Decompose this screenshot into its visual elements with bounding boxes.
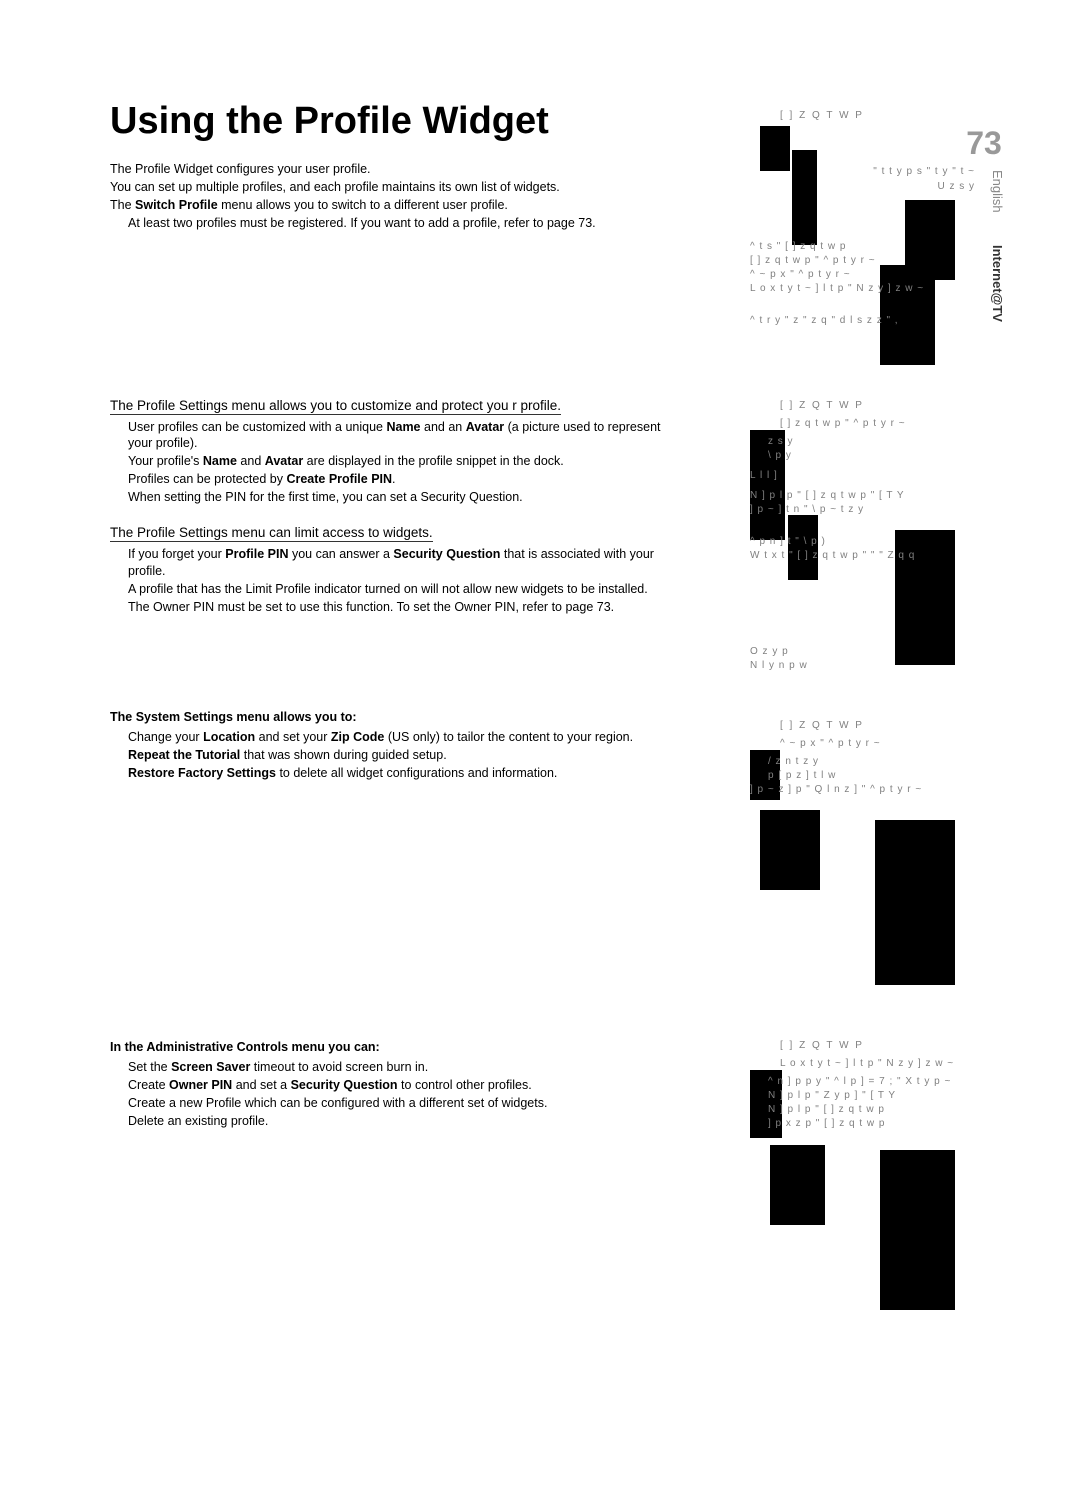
widget-text: O z y p xyxy=(750,645,808,659)
system-settings-head: The System Settings menu allows you to: xyxy=(110,710,670,724)
limit-line: A profile that has the Limit Profile ind… xyxy=(128,581,670,598)
limit-line: The Owner PIN must be set to use this fu… xyxy=(128,599,670,616)
widget-preview-2: [ ] Z Q T W P [ ] z q t w p " ^ p t y r … xyxy=(750,400,1005,690)
indent-text: At least two profiles must be registered… xyxy=(128,215,670,232)
widget-text: / z n t z y xyxy=(768,755,922,769)
admin-line: Set the Screen Saver timeout to avoid sc… xyxy=(128,1059,670,1076)
widget-text: [ ] z q t w p " ^ p t y r ~ xyxy=(750,254,924,268)
ps-line: User profiles can be customized with a u… xyxy=(128,419,670,453)
widget-text: " t t y p s " t y " t ~ xyxy=(873,165,975,179)
widget-text: [ ] z q t w p " ^ p t y r ~ xyxy=(780,417,1005,431)
widget-text: U z s y xyxy=(937,180,975,194)
system-block: Change your Location and set your Zip Co… xyxy=(110,729,670,782)
admin-block: Set the Screen Saver timeout to avoid sc… xyxy=(110,1059,670,1130)
limit-line: If you forget your Profile PIN you can a… xyxy=(128,546,670,580)
widget-text: ^ t s " [ ] z q t w p xyxy=(750,240,924,254)
admin-controls-head: In the Administrative Controls menu you … xyxy=(110,1040,670,1054)
intro-text: The Profile Widget configures your user … xyxy=(110,161,670,178)
widget-text: ^ t r y " z " z q " d l s z z " , xyxy=(750,314,924,328)
sys-line: Repeat the Tutorial that was shown durin… xyxy=(128,747,670,764)
widget-text: W t x t " [ ] z q t w p " " " Z q q xyxy=(750,549,915,563)
widget-text: ^ n ] p p y " ^ l p ] = 7 ; " X t y p ~ xyxy=(768,1075,951,1089)
widget-text: N ] p l p " Z y p ] " [ T Y xyxy=(768,1089,951,1103)
limit-access-head: The Profile Settings menu can limit acce… xyxy=(110,525,433,542)
sys-line: Restore Factory Settings to delete all w… xyxy=(128,765,670,782)
profile-settings-head: The Profile Settings menu allows you to … xyxy=(110,398,561,415)
admin-line: Delete an existing profile. xyxy=(128,1113,670,1130)
admin-line: Create Owner PIN and set a Security Ques… xyxy=(128,1077,670,1094)
widget-text: ^ p n ] t " \ p ) xyxy=(750,535,915,549)
limit-block: If you forget your Profile PIN you can a… xyxy=(110,546,670,616)
widget-text: \ p y xyxy=(768,449,915,463)
ps-line: When setting the PIN for the first time,… xyxy=(128,489,670,506)
widget-text: L o x t y t ~ ] l t p " N z y ] z w ~ xyxy=(750,282,924,296)
widget-text: N ] p l p " [ ] z q t w p xyxy=(768,1103,951,1117)
widget-text: z s y xyxy=(768,435,915,449)
admin-line: Create a new Profile which can be config… xyxy=(128,1095,670,1112)
widget-header: [ ] Z Q T W P xyxy=(780,400,1005,411)
right-column: 73 English Internet@TV [ ] Z Q T W P " t… xyxy=(750,110,1005,1360)
profile-settings-block: User profiles can be customized with a u… xyxy=(110,419,670,506)
widget-header: [ ] Z Q T W P xyxy=(780,720,1005,731)
widget-header: [ ] Z Q T W P xyxy=(780,110,1005,121)
widget-text: N ] p l p " [ ] z q t w p " [ T Y xyxy=(750,489,915,503)
widget-preview-1: [ ] Z Q T W P " t t y p s " t y " t ~ U … xyxy=(750,110,1005,380)
widget-header: [ ] Z Q T W P xyxy=(780,1040,1005,1051)
ps-line: Profiles can be protected by Create Prof… xyxy=(128,471,670,488)
widget-text: ] p ~ ] t n " \ p ~ t z y xyxy=(750,503,915,517)
widget-text: L l l ] xyxy=(750,469,915,483)
ps-line: Your profile's Name and Avatar are displ… xyxy=(128,453,670,470)
switch-profile-text: The Switch Profile menu allows you to sw… xyxy=(110,197,670,214)
widget-text: p [ p z ] t l w xyxy=(768,769,922,783)
widget-text: ^ ~ p x " ^ p t y r ~ xyxy=(780,737,1005,751)
switch-profile-indent: At least two profiles must be registered… xyxy=(110,215,670,232)
page-title: Using the Profile Widget xyxy=(110,100,670,143)
widget-text: ] p ~ z ] p " Q l n z ] " ^ p t y r ~ xyxy=(750,783,922,797)
widget-text: ] p x z p " [ ] z q t w p xyxy=(768,1117,951,1131)
widget-preview-4: [ ] Z Q T W P L o x t y t ~ ] l t p " N … xyxy=(750,1040,1005,1330)
intro-text: You can set up multiple profiles, and ea… xyxy=(110,179,670,196)
widget-text: L o x t y t ~ ] l t p " N z y ] z w ~ xyxy=(780,1057,1005,1071)
sys-line: Change your Location and set your Zip Co… xyxy=(128,729,670,746)
widget-text: ^ ~ p x " ^ p t y r ~ xyxy=(750,268,924,282)
widget-preview-3: [ ] Z Q T W P ^ ~ p x " ^ p t y r ~ / z … xyxy=(750,720,1005,1010)
widget-text: N l y n p w xyxy=(750,659,808,673)
intro-block: The Profile Widget configures your user … xyxy=(110,161,670,214)
